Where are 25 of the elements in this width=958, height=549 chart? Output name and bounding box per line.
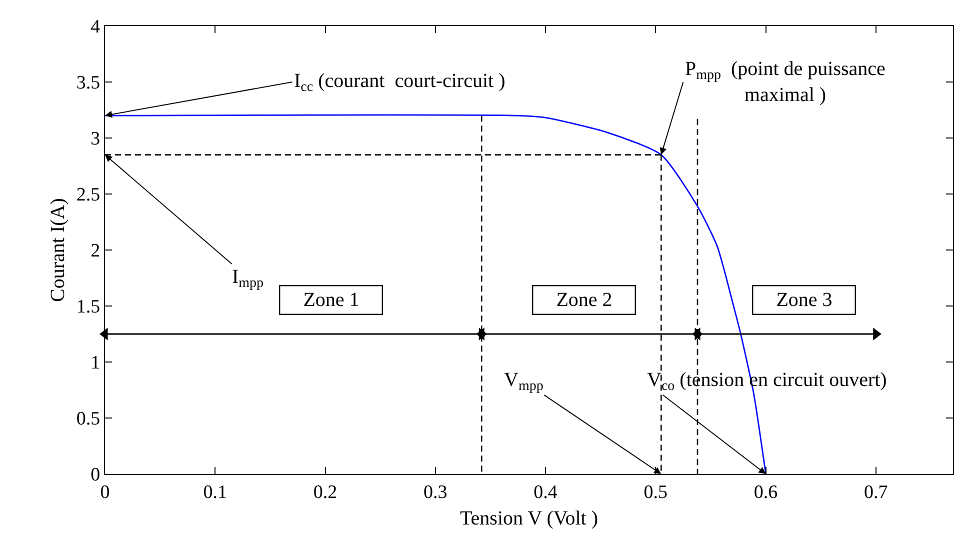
annotation: Zone 3 — [756, 289, 852, 312]
x-tick-label: 0.5 — [644, 482, 668, 503]
annotation: P$_{mpp}$ (point de puissance maximal ) — [685, 58, 886, 106]
x-axis-title: Tension V (Volt ) — [460, 507, 598, 530]
x-tick-label: 0.3 — [424, 482, 448, 503]
y-tick-label: 1.5 — [76, 296, 100, 318]
x-tick-label: 0.4 — [534, 482, 558, 503]
x-tick-label: 0.2 — [313, 482, 338, 503]
y-tick-label: 3 — [90, 128, 100, 150]
y-tick-label: 1 — [90, 352, 100, 374]
y-tick-label: 0 — [90, 464, 100, 486]
y-tick-label: 0.5 — [76, 408, 100, 430]
annotation: Zone 1 — [283, 289, 380, 312]
y-tick-label: 3.5 — [76, 72, 100, 94]
y-tick-label: 2 — [90, 240, 100, 262]
x-tick-label: 0.1 — [203, 482, 228, 503]
y-tick-label: 2.5 — [76, 184, 100, 206]
annotation: Zone 2 — [536, 289, 632, 312]
x-tick-label: 0.6 — [754, 482, 778, 503]
annotation: I$_{cc}$ (courant court-circuit ) — [294, 70, 506, 96]
x-tick-label: 0.7 — [864, 482, 888, 503]
annotation: V$_{mpp}$ — [504, 369, 544, 394]
y-tick-label: 4 — [90, 16, 101, 38]
annotation: I$_{mpp}$ — [232, 266, 264, 292]
y-axis-title: Courant I(A) — [46, 198, 69, 302]
